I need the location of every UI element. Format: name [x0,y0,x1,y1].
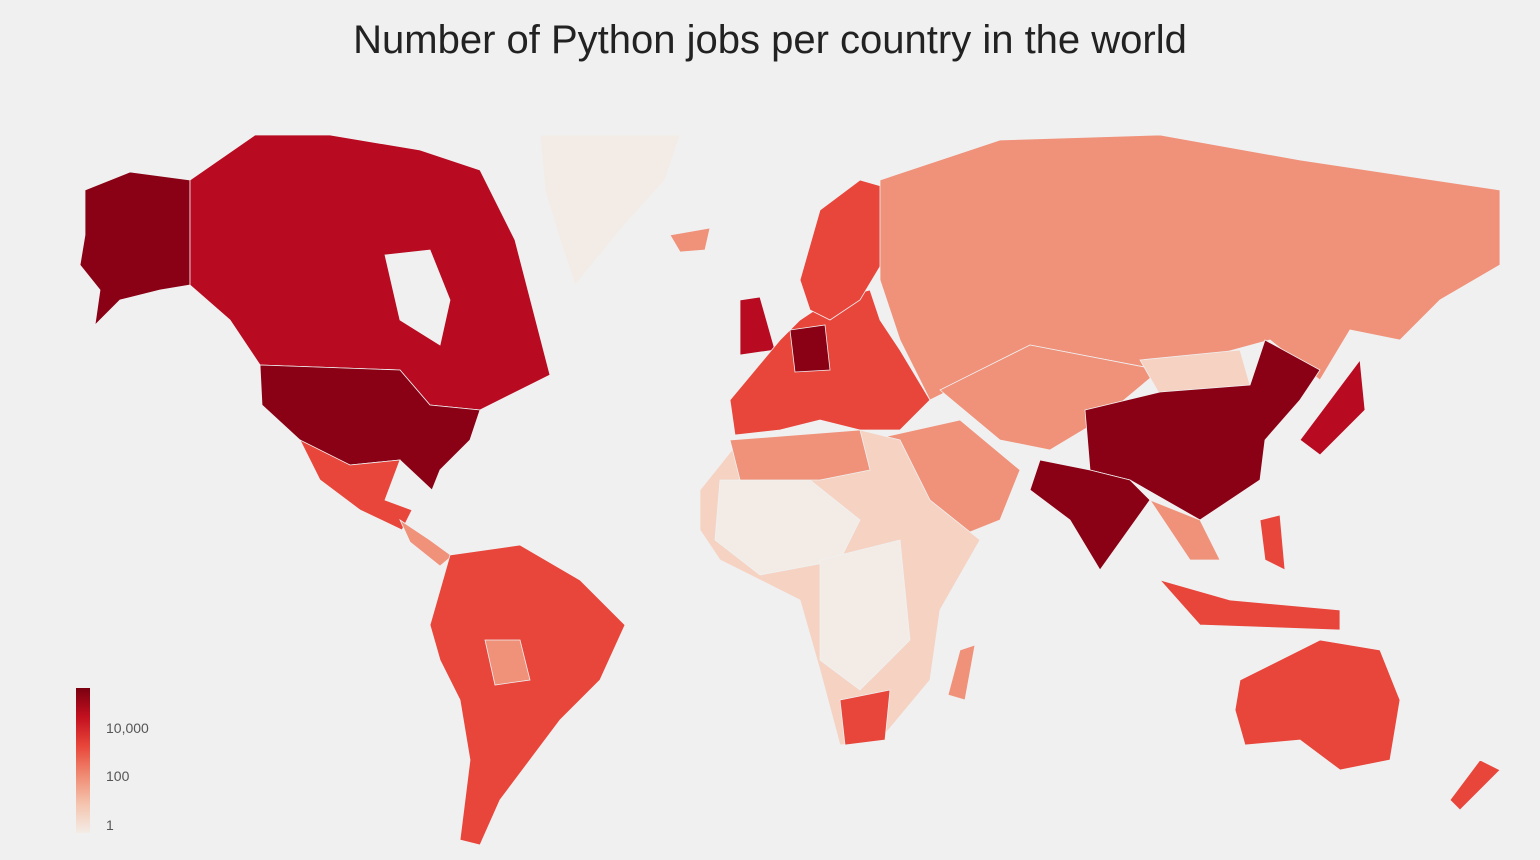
legend-label-10000: 10,000 [106,720,149,736]
country-canada[interactable] [189,134,551,411]
country-south-africa[interactable] [839,689,891,746]
country-central-africa-light[interactable] [819,539,911,691]
country-germany[interactable] [789,324,831,373]
country-japan[interactable] [1299,358,1366,456]
legend-label-100: 100 [106,768,130,784]
country-hudson-bay[interactable] [384,249,451,346]
country-bolivia[interactable] [484,639,531,686]
country-alaska[interactable] [79,171,191,327]
country-russia[interactable] [879,134,1501,401]
country-new-zealand[interactable] [1449,759,1501,811]
country-north-africa[interactable] [729,429,871,481]
country-europe[interactable] [729,289,931,436]
country-madagascar[interactable] [947,644,976,701]
country-uk[interactable] [739,296,776,356]
country-greenland[interactable] [539,134,681,286]
country-southeast-asia[interactable] [1148,499,1221,561]
map-title: Number of Python jobs per country in the… [353,18,1187,62]
country-south-america[interactable] [429,544,626,846]
country-australia[interactable] [1234,639,1401,771]
legend-gradient-bar [76,688,90,833]
country-mexico[interactable] [299,439,413,531]
country-philippines[interactable] [1259,514,1286,571]
country-india[interactable] [1029,459,1151,571]
country-central-america[interactable] [399,518,453,567]
country-iceland[interactable] [669,227,711,253]
country-indonesia[interactable] [1158,579,1341,631]
legend-label-1: 1 [106,817,114,833]
